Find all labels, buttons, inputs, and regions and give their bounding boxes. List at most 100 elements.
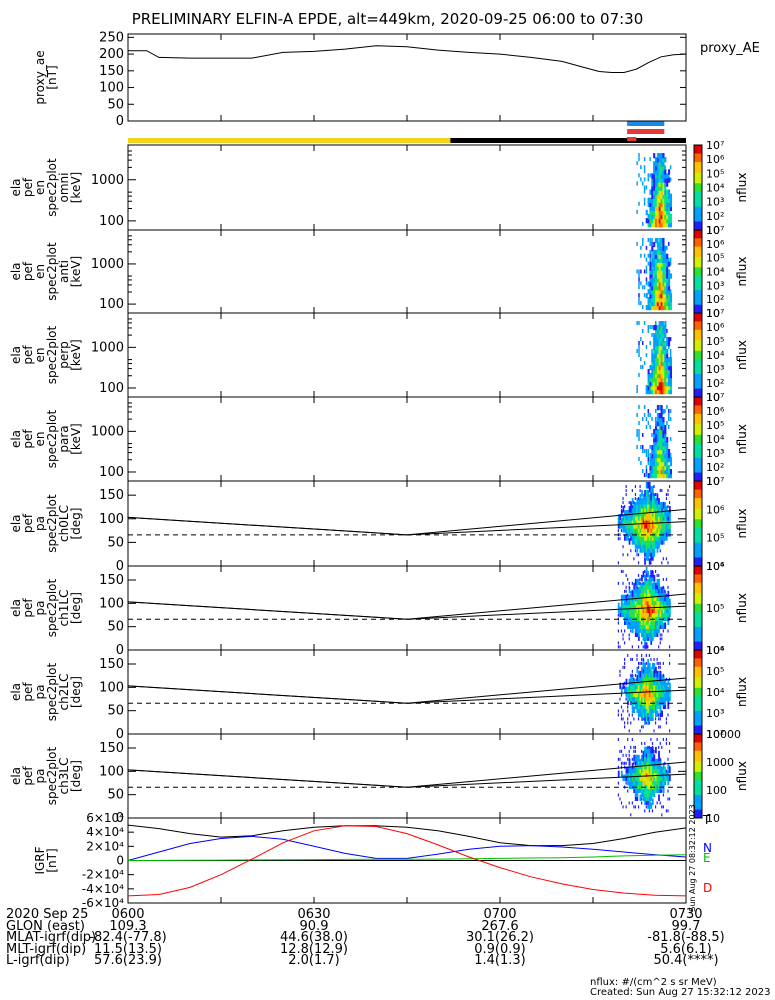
spectrogram-cell bbox=[662, 201, 665, 208]
spectrogram-speck bbox=[643, 169, 646, 174]
spectrogram-cell bbox=[658, 766, 660, 774]
spectrogram-speck bbox=[620, 717, 623, 721]
colorbar-cell bbox=[694, 252, 702, 256]
colorbar-cell bbox=[694, 788, 702, 792]
spectrogram-cell bbox=[658, 465, 661, 471]
spectrogram-cell bbox=[662, 381, 665, 387]
spectrogram-cell bbox=[655, 249, 658, 255]
spectrogram-cell bbox=[645, 385, 648, 391]
spectrogram-cell bbox=[642, 582, 645, 590]
spectrogram-cell bbox=[634, 630, 637, 637]
spectrogram-cell bbox=[650, 802, 653, 809]
spectrogram-cell bbox=[651, 526, 654, 533]
colorbar-cell bbox=[694, 776, 702, 779]
colorbar-cell bbox=[694, 631, 702, 634]
y-tick-label: 50 bbox=[107, 788, 124, 803]
spectrogram-speck bbox=[649, 445, 651, 449]
spectrogram-cell bbox=[651, 469, 654, 475]
spectrogram-cell bbox=[636, 794, 639, 801]
spectrogram-cell bbox=[631, 618, 634, 626]
spectrogram-cell bbox=[645, 746, 648, 754]
spectrogram-cell bbox=[660, 241, 663, 248]
spectrogram-speck bbox=[636, 209, 638, 214]
spectrogram-cell bbox=[664, 321, 667, 327]
spectrogram-cell bbox=[664, 277, 667, 283]
spectrogram-cell bbox=[647, 774, 650, 782]
y-tick-label: 0 bbox=[116, 727, 124, 742]
spectrogram-speck bbox=[661, 789, 663, 793]
spectrogram-cell bbox=[644, 578, 646, 586]
spectrogram-cell bbox=[651, 786, 654, 794]
spectrogram-cell bbox=[666, 217, 669, 224]
spectrogram-cell bbox=[660, 297, 663, 303]
spectrogram-cell bbox=[647, 666, 650, 674]
spectrogram-cell bbox=[662, 222, 665, 228]
spectrogram-cell bbox=[653, 666, 656, 674]
spectrogram-cell bbox=[622, 610, 625, 618]
spectrogram-cell bbox=[662, 205, 665, 212]
colorbar-tick-label: 10² bbox=[706, 210, 724, 223]
spectrogram-cell bbox=[656, 345, 659, 351]
spectrogram-cell bbox=[662, 778, 665, 786]
spectrogram-cell bbox=[637, 622, 640, 629]
spectrogram-cell bbox=[666, 253, 669, 259]
colorbar-cell bbox=[694, 519, 702, 522]
spectrogram-cell bbox=[650, 502, 653, 509]
colorbar-cell bbox=[694, 464, 702, 467]
spectrogram-cell bbox=[662, 241, 665, 248]
spectrogram-cell bbox=[630, 522, 632, 529]
spectrogram-cell bbox=[651, 670, 654, 678]
spectrogram-cell bbox=[655, 385, 658, 391]
colorbar-cell bbox=[694, 555, 702, 558]
spectrogram-cell bbox=[655, 590, 657, 598]
colorbar-cell bbox=[694, 286, 702, 289]
spectrogram-cell bbox=[653, 678, 656, 686]
spectrogram-cell bbox=[659, 786, 662, 794]
spectrogram-cell bbox=[653, 538, 656, 545]
spectrogram-cell bbox=[656, 610, 659, 618]
spectrogram-cell bbox=[658, 690, 660, 698]
spectrogram-cell bbox=[641, 766, 643, 774]
spectrogram-cell bbox=[667, 774, 670, 782]
spectrogram-cell bbox=[656, 173, 659, 179]
spectrogram-cell bbox=[661, 710, 663, 717]
spectrogram-cell bbox=[660, 429, 663, 435]
spectrogram-speck bbox=[658, 665, 660, 669]
spectrogram-cell bbox=[658, 222, 661, 228]
spectrogram-cell bbox=[662, 449, 665, 455]
spectrogram-cell bbox=[651, 461, 654, 467]
spectrogram-cell bbox=[664, 281, 667, 287]
spectrogram-cell bbox=[648, 482, 651, 489]
spectrogram-cell bbox=[645, 682, 648, 690]
spectrogram-cell bbox=[619, 606, 622, 614]
spectrogram-cell bbox=[639, 770, 642, 778]
colorbar-tick-label: 10⁵ bbox=[706, 419, 724, 432]
orbit-value: 5.6(6.1) bbox=[660, 941, 712, 957]
spectrogram-cell bbox=[662, 461, 665, 467]
y-tick-label: 150 bbox=[99, 657, 124, 672]
spectrogram-cell bbox=[665, 506, 668, 513]
spectrogram-speck bbox=[627, 653, 629, 657]
spectrogram-cell bbox=[662, 437, 665, 443]
spectrogram-cell bbox=[669, 385, 672, 391]
spectrogram-cell bbox=[653, 285, 656, 291]
y-tick-label: 200 bbox=[99, 47, 124, 62]
spectrogram-cell bbox=[666, 293, 669, 299]
spectrogram-cell bbox=[617, 602, 620, 610]
spectrogram-speck bbox=[668, 749, 671, 753]
spectrogram-cell bbox=[658, 293, 661, 299]
spectrogram-cell bbox=[656, 606, 659, 614]
spectrogram-cell bbox=[662, 377, 665, 383]
spectrogram-cell bbox=[631, 702, 634, 710]
spectrogram-cell bbox=[660, 161, 663, 167]
spectrogram-cell bbox=[649, 209, 652, 216]
spectrogram-cell bbox=[664, 222, 667, 228]
spectrogram-cell bbox=[661, 594, 663, 602]
spectrogram-speck bbox=[649, 425, 651, 429]
spectrogram-cell bbox=[653, 694, 656, 702]
spectrogram-cell bbox=[634, 586, 637, 594]
spectrogram-cell bbox=[659, 606, 662, 614]
spectrogram-cell bbox=[669, 213, 672, 220]
panel-frame bbox=[127, 144, 687, 231]
colorbar-tick-label: 10 bbox=[706, 475, 720, 488]
